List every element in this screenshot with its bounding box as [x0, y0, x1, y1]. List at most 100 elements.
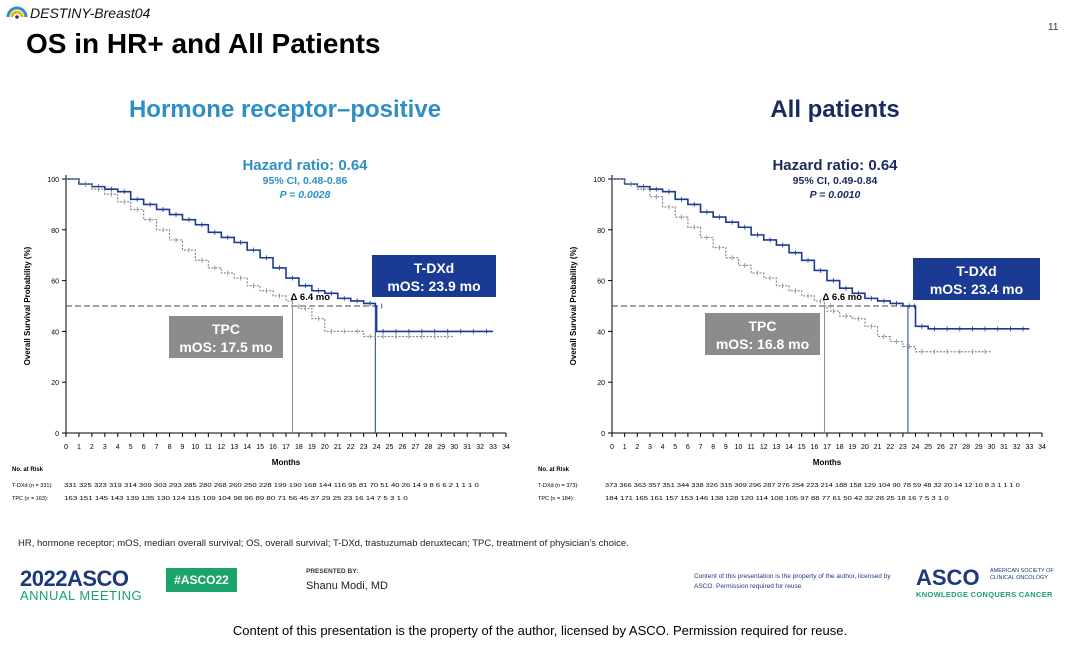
x-tick-label: 5 [673, 444, 677, 451]
x-tick-label: 0 [610, 444, 614, 451]
x-tick-label: 15 [798, 444, 806, 451]
x-tick-label: 18 [295, 444, 303, 451]
delta-median-label: Δ 6.4 mo [290, 292, 330, 303]
x-axis-label: Months [813, 458, 842, 467]
x-tick-label: 4 [661, 444, 665, 451]
x-tick-label: 0 [64, 444, 68, 451]
x-tick-label: 19 [848, 444, 856, 451]
x-tick-label: 26 [937, 444, 945, 451]
property-notice-small: Content of this presentation is the prop… [694, 573, 891, 590]
hashtag-badge: #ASCO22 [166, 568, 237, 592]
x-tick-label: 10 [735, 444, 743, 451]
x-tick-label: 18 [836, 444, 844, 451]
bottom-property-notice: Content of this presentation is the prop… [232, 623, 848, 638]
x-tick-label: 8 [711, 444, 715, 451]
y-axis-label: Overall Survival Probability (%) [569, 246, 578, 365]
x-tick-label: 1 [623, 444, 627, 451]
y-tick-label: 0 [55, 431, 59, 438]
tpc-survival-curve [612, 178, 992, 353]
y-tick-label: 100 [47, 177, 59, 184]
slide-number: 11 [1048, 22, 1059, 33]
x-tick-label: 32 [476, 444, 484, 451]
x-tick-label: 6 [142, 444, 146, 451]
x-tick-label: 10 [192, 444, 200, 451]
x-tick-label: 27 [412, 444, 420, 451]
x-tick-label: 20 [861, 444, 869, 451]
x-tick-label: 7 [699, 444, 703, 451]
x-axis-label: Months [272, 458, 301, 467]
x-tick-label: 11 [205, 444, 212, 451]
p-value-text: P = 0.0028 [280, 189, 331, 201]
x-tick-label: 2 [635, 444, 639, 451]
asco-word: ASCO [66, 566, 129, 591]
x-tick-label: 13 [773, 444, 781, 451]
delta-median-label: Δ 6.6 mo [822, 292, 862, 303]
presenter-name: Shanu Modi, MD [306, 580, 388, 592]
x-tick-label: 24 [912, 444, 920, 451]
at-risk-row-values: 373 366 363 357 351 344 338 326 315 309 … [605, 483, 1020, 489]
x-tick-label: 13 [230, 444, 238, 451]
tdxd-callout-mos: mOS: 23.9 mo [387, 278, 480, 294]
confidence-interval-text: 95% CI, 0.48-0.86 [263, 175, 348, 187]
tdxd-callout-mos: mOS: 23.4 mo [930, 281, 1023, 297]
y-tick-label: 40 [597, 329, 605, 336]
at-risk-label: No. at Risk [538, 467, 570, 473]
tdxd-callout-box [372, 255, 496, 297]
x-tick-label: 12 [217, 444, 225, 451]
x-tick-label: 7 [155, 444, 159, 451]
x-tick-label: 21 [334, 444, 342, 451]
tdxd-survival-curve [66, 178, 494, 333]
y-tick-label: 20 [51, 380, 59, 387]
asco-tagline: KNOWLEDGE CONQUERS CANCER [916, 590, 1053, 599]
x-tick-label: 12 [760, 444, 768, 451]
at-risk-row-values: 163 151 145 143 139 135 130 124 115 109 … [64, 496, 408, 502]
x-tick-label: 14 [243, 444, 251, 451]
slide-title: OS in HR+ and All Patients [26, 28, 381, 59]
x-tick-label: 8 [168, 444, 172, 451]
x-tick-label: 29 [975, 444, 983, 451]
x-tick-label: 9 [181, 444, 185, 451]
tdxd-callout-name: T-DXd [956, 263, 996, 279]
x-tick-label: 17 [823, 444, 831, 451]
x-tick-label: 16 [810, 444, 818, 451]
x-tick-label: 28 [424, 444, 432, 451]
x-tick-label: 33 [1025, 444, 1033, 451]
tpc-callout-mos: mOS: 17.5 mo [179, 339, 272, 355]
x-tick-label: 26 [399, 444, 407, 451]
x-tick-label: 11 [747, 444, 754, 451]
x-tick-label: 1 [77, 444, 81, 451]
x-tick-label: 5 [129, 444, 133, 451]
panel-title-hr-positive: Hormone receptor–positive [128, 96, 442, 123]
tdxd-callout-box [913, 258, 1040, 300]
x-tick-label: 28 [962, 444, 970, 451]
hazard-ratio-text: Hazard ratio: 0.64 [242, 157, 368, 174]
tpc-callout-name: TPC [212, 321, 240, 337]
asco-logo: ASCO [916, 565, 980, 590]
p-value-text: P = 0.0010 [810, 189, 861, 201]
x-tick-label: 4 [116, 444, 120, 451]
annual-meeting-label: ANNUAL MEETING [20, 588, 143, 603]
at-risk-label: No. at Risk [12, 467, 44, 473]
x-tick-label: 32 [1013, 444, 1021, 451]
y-tick-label: 40 [51, 329, 59, 336]
tpc-callout-box [705, 313, 820, 355]
at-risk-row-name: T-DXd (n = 331): [12, 483, 53, 489]
x-tick-label: 17 [282, 444, 290, 451]
hazard-ratio-text: Hazard ratio: 0.64 [772, 157, 898, 174]
at-risk-row-name: TPC (n = 184): [538, 496, 575, 502]
x-tick-label: 30 [988, 444, 996, 451]
x-tick-label: 14 [785, 444, 793, 451]
y-tick-label: 20 [597, 380, 605, 387]
at-risk-row-name: TPC (n = 163): [12, 496, 49, 502]
x-tick-label: 33 [489, 444, 497, 451]
x-tick-label: 20 [321, 444, 329, 451]
tdxd-callout-name: T-DXd [414, 260, 454, 276]
x-tick-label: 23 [360, 444, 368, 451]
y-tick-label: 100 [593, 177, 605, 184]
trial-logo-icon [6, 6, 28, 19]
footnote: HR, hormone receptor; mOS, median overal… [18, 538, 629, 549]
y-axis-label: Overall Survival Probability (%) [23, 246, 32, 365]
asco-society-name: AMERICAN SOCIETY OF CLINICAL ONCOLOGY [990, 568, 1054, 581]
